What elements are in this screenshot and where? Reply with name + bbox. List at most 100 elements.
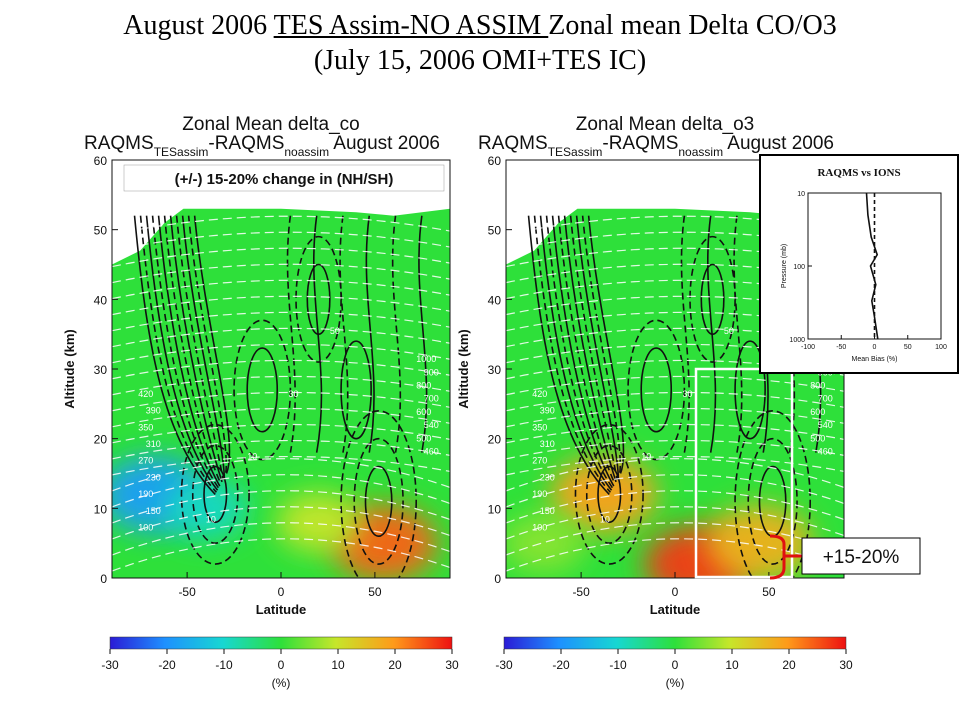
colorbar-tick-label: 10 bbox=[331, 658, 345, 672]
theta-line bbox=[112, 506, 450, 540]
contour-label: 30 bbox=[683, 389, 693, 399]
y-tick-label: 10 bbox=[488, 502, 502, 516]
contour-ring bbox=[585, 444, 633, 544]
panel-title: Zonal Mean delta_o3 bbox=[576, 114, 755, 135]
colorbar-tick-label: 10 bbox=[725, 658, 739, 672]
colorbar bbox=[503, 636, 847, 650]
y-tick-label: 50 bbox=[488, 224, 502, 238]
subtitle-part: noassim bbox=[284, 145, 329, 159]
contour-label: 540 bbox=[818, 420, 833, 430]
inset-x-tick-label: 100 bbox=[935, 344, 947, 351]
contour-line bbox=[133, 215, 216, 495]
slide-title: August 2006 TES Assim-NO ASSIM Zonal mea… bbox=[0, 8, 960, 78]
contour-label: 460 bbox=[818, 447, 833, 457]
subtitle-part: RAQMS bbox=[84, 133, 154, 154]
theta-line bbox=[112, 522, 450, 556]
title-line-2: (July 15, 2006 OMI+TES IC) bbox=[313, 45, 647, 76]
x-axis-label: Latitude bbox=[650, 602, 701, 617]
theta-line bbox=[112, 279, 450, 300]
contour-label: 100 bbox=[532, 523, 547, 533]
theta-line bbox=[112, 327, 450, 348]
heatmap-field: 1000 900 800 700 600 540 500 460 420 390 350 310 270… bbox=[112, 208, 450, 578]
contour-lines bbox=[527, 215, 822, 578]
inset-x-axis-label: Mean Bias (%) bbox=[852, 356, 898, 363]
inset-x-tick-label: -50 bbox=[836, 344, 846, 351]
contour-label: 150 bbox=[146, 506, 161, 516]
inset-title: RAQMS vs IONS bbox=[817, 167, 900, 179]
y-tick-label: 40 bbox=[488, 293, 502, 307]
y-tick-label: 60 bbox=[488, 154, 502, 168]
contour-label: 420 bbox=[138, 389, 153, 399]
y-tick-label: 60 bbox=[94, 154, 108, 168]
contour-label: 700 bbox=[818, 394, 833, 404]
annotation-text: (+/-) 15-20% change in (NH/SH) bbox=[175, 171, 394, 188]
contour-label: 10 bbox=[600, 514, 610, 524]
contour-label: 150 bbox=[540, 506, 555, 516]
contour-label: 310 bbox=[146, 439, 161, 449]
contour-label: 230 bbox=[540, 472, 555, 482]
contour-ring bbox=[734, 340, 766, 440]
x-tick-label: 0 bbox=[278, 585, 285, 599]
contour-label: 350 bbox=[138, 422, 153, 432]
x-tick-label: 50 bbox=[368, 585, 382, 599]
contour-ring bbox=[574, 423, 644, 565]
contour-line bbox=[175, 215, 224, 480]
contour-label: 270 bbox=[138, 456, 153, 466]
theta-line bbox=[112, 474, 450, 508]
contour-line bbox=[569, 215, 618, 480]
contour-label: 700 bbox=[424, 394, 439, 404]
contour-ring bbox=[340, 410, 417, 578]
colorbar-tick-label: -20 bbox=[552, 658, 570, 672]
title-post: Zonal mean Delta CO/O3 bbox=[548, 10, 837, 41]
contour-label: 600 bbox=[810, 407, 825, 417]
theta-line bbox=[112, 407, 450, 428]
y-tick-label: 30 bbox=[94, 363, 108, 377]
inset-box bbox=[759, 154, 959, 374]
colorbar-tick-label: -30 bbox=[495, 658, 513, 672]
contour-label: 270 bbox=[532, 456, 547, 466]
contour-label: 390 bbox=[540, 406, 555, 416]
theta-line bbox=[112, 359, 450, 380]
theta-line bbox=[506, 375, 844, 396]
theta-line bbox=[112, 263, 450, 284]
y-tick-label: 50 bbox=[94, 224, 108, 238]
subtitle-part: TESassim bbox=[154, 145, 209, 159]
theta-line bbox=[506, 538, 844, 572]
y-axis-label: Altitude (km) bbox=[62, 329, 77, 408]
panel-title: Zonal Mean delta_co bbox=[182, 114, 359, 135]
inset-y-tick-label: 100 bbox=[793, 264, 805, 271]
contour-line bbox=[181, 215, 226, 478]
contour-line bbox=[539, 215, 613, 491]
x-tick-label: 0 bbox=[672, 585, 679, 599]
annotation-box bbox=[123, 164, 445, 192]
theta-line bbox=[506, 490, 844, 524]
x-axis-label: Latitude bbox=[256, 602, 307, 617]
contour-line bbox=[545, 215, 614, 489]
y-tick-label: 10 bbox=[94, 502, 108, 516]
contour-label: 350 bbox=[532, 422, 547, 432]
contour-label: 500 bbox=[810, 433, 825, 443]
contour-label: 50 bbox=[724, 326, 734, 336]
theta-line bbox=[112, 215, 450, 236]
theta-line bbox=[112, 391, 450, 412]
subtitle-part: RAQMS bbox=[478, 133, 548, 154]
contour-line bbox=[418, 215, 428, 453]
contour-ring bbox=[246, 347, 279, 433]
colorbar-label: (%) bbox=[666, 676, 685, 690]
colorbar-tick-label: -30 bbox=[101, 658, 119, 672]
contour-label: 30 bbox=[289, 389, 299, 399]
theta-line bbox=[112, 343, 450, 364]
theta-lines bbox=[112, 215, 450, 572]
colorbar bbox=[109, 636, 453, 650]
theta-line bbox=[506, 506, 844, 540]
theta-line bbox=[112, 295, 450, 316]
contour-label: 10 bbox=[641, 452, 651, 462]
anomaly-blob bbox=[506, 513, 586, 574]
contour-label: 600 bbox=[416, 407, 431, 417]
inset-x-tick-label: -100 bbox=[801, 344, 815, 351]
mean-bias-line bbox=[865, 192, 879, 340]
theta-line bbox=[112, 311, 450, 332]
contour-ring bbox=[640, 347, 673, 433]
contour-line bbox=[575, 215, 620, 478]
callout-text: +15-20% bbox=[823, 547, 900, 568]
